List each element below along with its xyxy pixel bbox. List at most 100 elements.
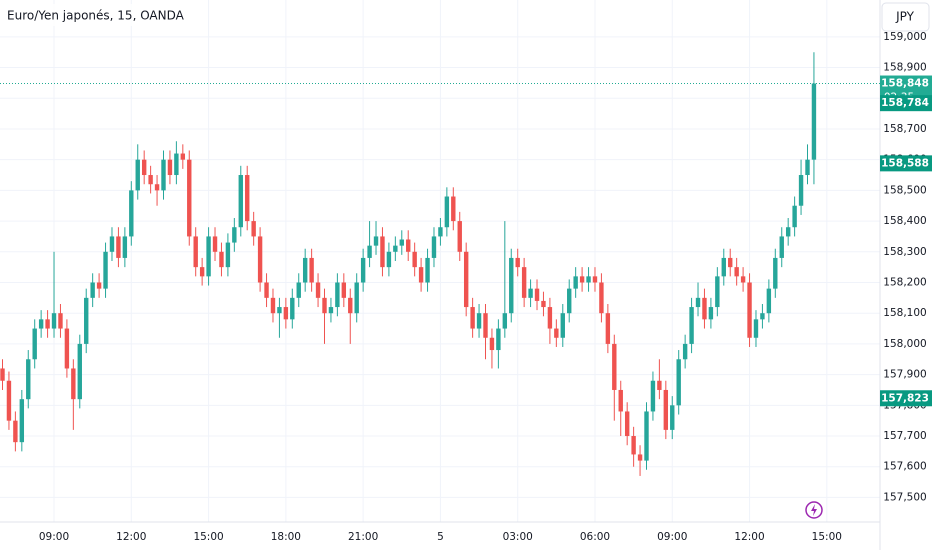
candle-body [257,236,263,283]
candle-body [547,307,553,329]
candle-body [637,454,643,461]
candle-body [773,257,778,289]
candle-body [618,389,623,412]
candle-body [670,405,675,430]
candle-body [599,282,604,314]
x-tick-label: 18:00 [271,531,301,543]
candle-body [753,319,759,338]
candle-body [141,159,147,176]
candle-body [199,267,205,277]
candle-body [612,343,617,390]
candle-body [109,236,115,252]
candle-body [335,282,340,308]
candle-body [245,175,250,222]
candle-body [148,175,153,185]
candle-body [103,251,108,289]
currency[interactable]: JPY [895,10,915,24]
candle-body [476,313,482,329]
candle-body [785,227,791,237]
candle-body [412,251,417,268]
candle-body [225,242,231,268]
candle-body [554,328,559,338]
candle-body [38,319,44,329]
alert-bolt[interactable] [811,504,817,516]
candle-body [122,236,128,258]
x-tick-label: 21:00 [348,531,378,543]
candle-body [650,380,656,412]
candle-body [354,282,359,314]
candle-body [283,307,289,320]
y-tick-label: 158,700 [883,123,926,135]
candle-body [747,282,752,338]
alert-icon[interactable] [805,501,823,519]
candle-body [798,175,804,206]
price-label: 157,823 [881,392,929,404]
price-label: 158,784 [881,97,929,109]
candle-body [805,159,810,176]
candle-body [463,251,469,308]
candle-body [438,227,443,237]
y-tick-label: 158,200 [883,276,926,288]
candle-body [470,307,475,329]
candle-body [811,83,817,160]
candle-body [631,436,636,455]
candle-body [702,297,707,320]
candle-body [682,343,688,360]
candle-body [740,276,746,283]
candle-body [399,239,404,246]
candle-body [489,337,495,351]
candle-body [715,276,720,308]
candle-body [541,300,546,308]
chart-title: Euro/Yen japonés, 15, OANDA [7,9,185,23]
candle-body [534,288,540,301]
candle-body [360,257,366,283]
candle-body [760,313,765,320]
candle-body [251,221,256,237]
candle-body [315,282,321,298]
candle-body [341,282,347,298]
candle-body [779,236,784,258]
candle-body [567,288,572,314]
candle-body [90,282,95,298]
y-tick-label: 157,900 [883,369,926,381]
candle-body [290,297,295,320]
x-tick-label: 12:00 [116,531,146,543]
price-label-bg [880,155,932,172]
candle-body [77,343,82,400]
y-tick-label: 158,900 [883,62,926,74]
candle-body [509,257,514,314]
candle-body [264,282,269,298]
candle-body [322,297,327,314]
x-tick-label: 03:00 [503,531,533,543]
y-tick-label: 157,600 [883,461,926,473]
candle-body [270,297,276,314]
candle-body [451,196,456,222]
candle-body [180,153,186,160]
candle-body [135,159,140,191]
candle-body [380,236,385,268]
axes: 157,500157,600157,700157,800157,900158,0… [0,31,932,543]
candle-body [373,236,379,246]
candle-body [734,267,739,277]
y-tick-label: 159,000 [883,31,926,43]
candle-body [32,328,37,360]
candle-body [792,205,797,228]
x-tick-label: 09:00 [657,531,687,543]
x-tick-label: 12:00 [734,531,764,543]
candle-body [19,399,25,443]
candle-body [26,359,31,400]
candle-body [154,184,160,191]
candle-body [193,236,198,268]
y-tick-label: 158,100 [883,307,926,319]
y-tick-label: 158,300 [883,246,926,258]
candle-body [386,251,392,268]
candle-body [64,328,70,369]
currency-button[interactable] [881,2,930,32]
candle-body [418,267,424,283]
candle-body [708,307,714,320]
y-tick-label: 157,500 [883,491,926,503]
candle-body [496,328,501,351]
candle-body [406,239,411,252]
